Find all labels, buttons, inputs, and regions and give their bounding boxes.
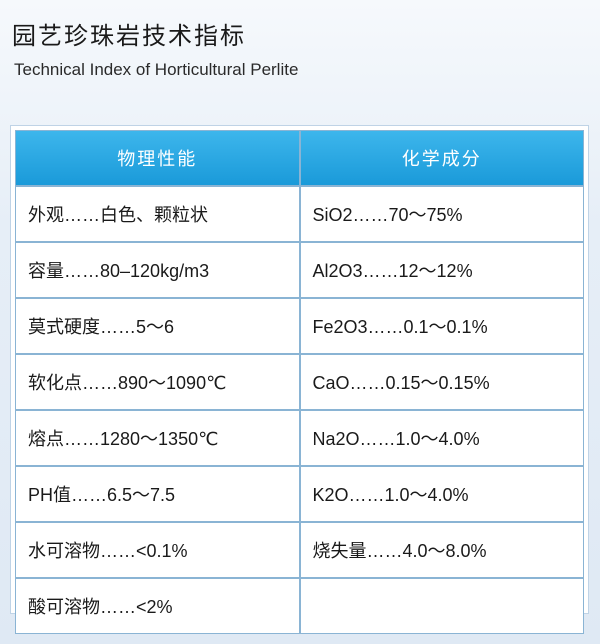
chemical-cell [299,578,584,634]
header-chemical: 化学成分 [299,130,584,186]
physical-cell: 外观……白色、颗粒状 [15,186,300,242]
chemical-cell: 烧失量……4.0～8.0% [299,522,584,578]
physical-cell: 软化点……890～1090℃ [15,354,300,410]
table-row: 水可溶物……<0.1% 烧失量……4.0～8.0% [15,522,584,578]
physical-cell: 熔点……1280～1350℃ [15,410,300,466]
spec-table: 物理性能 化学成分 外观……白色、颗粒状 SiO2……70～75% 容量……80… [15,130,584,634]
physical-cell: 水可溶物……<0.1% [15,522,300,578]
physical-cell: PH值……6.5～7.5 [15,466,300,522]
physical-cell: 酸可溶物……<2% [15,578,300,634]
table-row: 酸可溶物……<2% [15,578,584,634]
chemical-cell: K2O……1.0～4.0% [299,466,584,522]
physical-cell: 莫式硬度……5～6 [15,298,300,354]
table-row: 熔点……1280～1350℃ Na2O……1.0～4.0% [15,410,584,466]
chemical-cell: SiO2……70～75% [299,186,584,242]
header-physical: 物理性能 [15,130,300,186]
table-header-row: 物理性能 化学成分 [15,130,584,186]
chemical-cell: Al2O3……12～12% [299,242,584,298]
table-row: PH值……6.5～7.5 K2O……1.0～4.0% [15,466,584,522]
page-subtitle: Technical Index of Horticultural Perlite [14,60,299,79]
table-row: 外观……白色、颗粒状 SiO2……70～75% [15,186,584,242]
physical-cell: 容量……80–120kg/m3 [15,242,300,298]
page-title: 园艺珍珠岩技术指标 [12,22,246,50]
table-row: 容量……80–120kg/m3 Al2O3……12～12% [15,242,584,298]
chemical-cell: CaO……0.15～0.15% [299,354,584,410]
chemical-cell: Fe2O3……0.1～0.1% [299,298,584,354]
table-row: 软化点……890～1090℃ CaO……0.15～0.15% [15,354,584,410]
table-row: 莫式硬度……5～6 Fe2O3……0.1～0.1% [15,298,584,354]
spec-table-container: 物理性能 化学成分 外观……白色、颗粒状 SiO2……70～75% 容量……80… [10,125,589,634]
chemical-cell: Na2O……1.0～4.0% [299,410,584,466]
